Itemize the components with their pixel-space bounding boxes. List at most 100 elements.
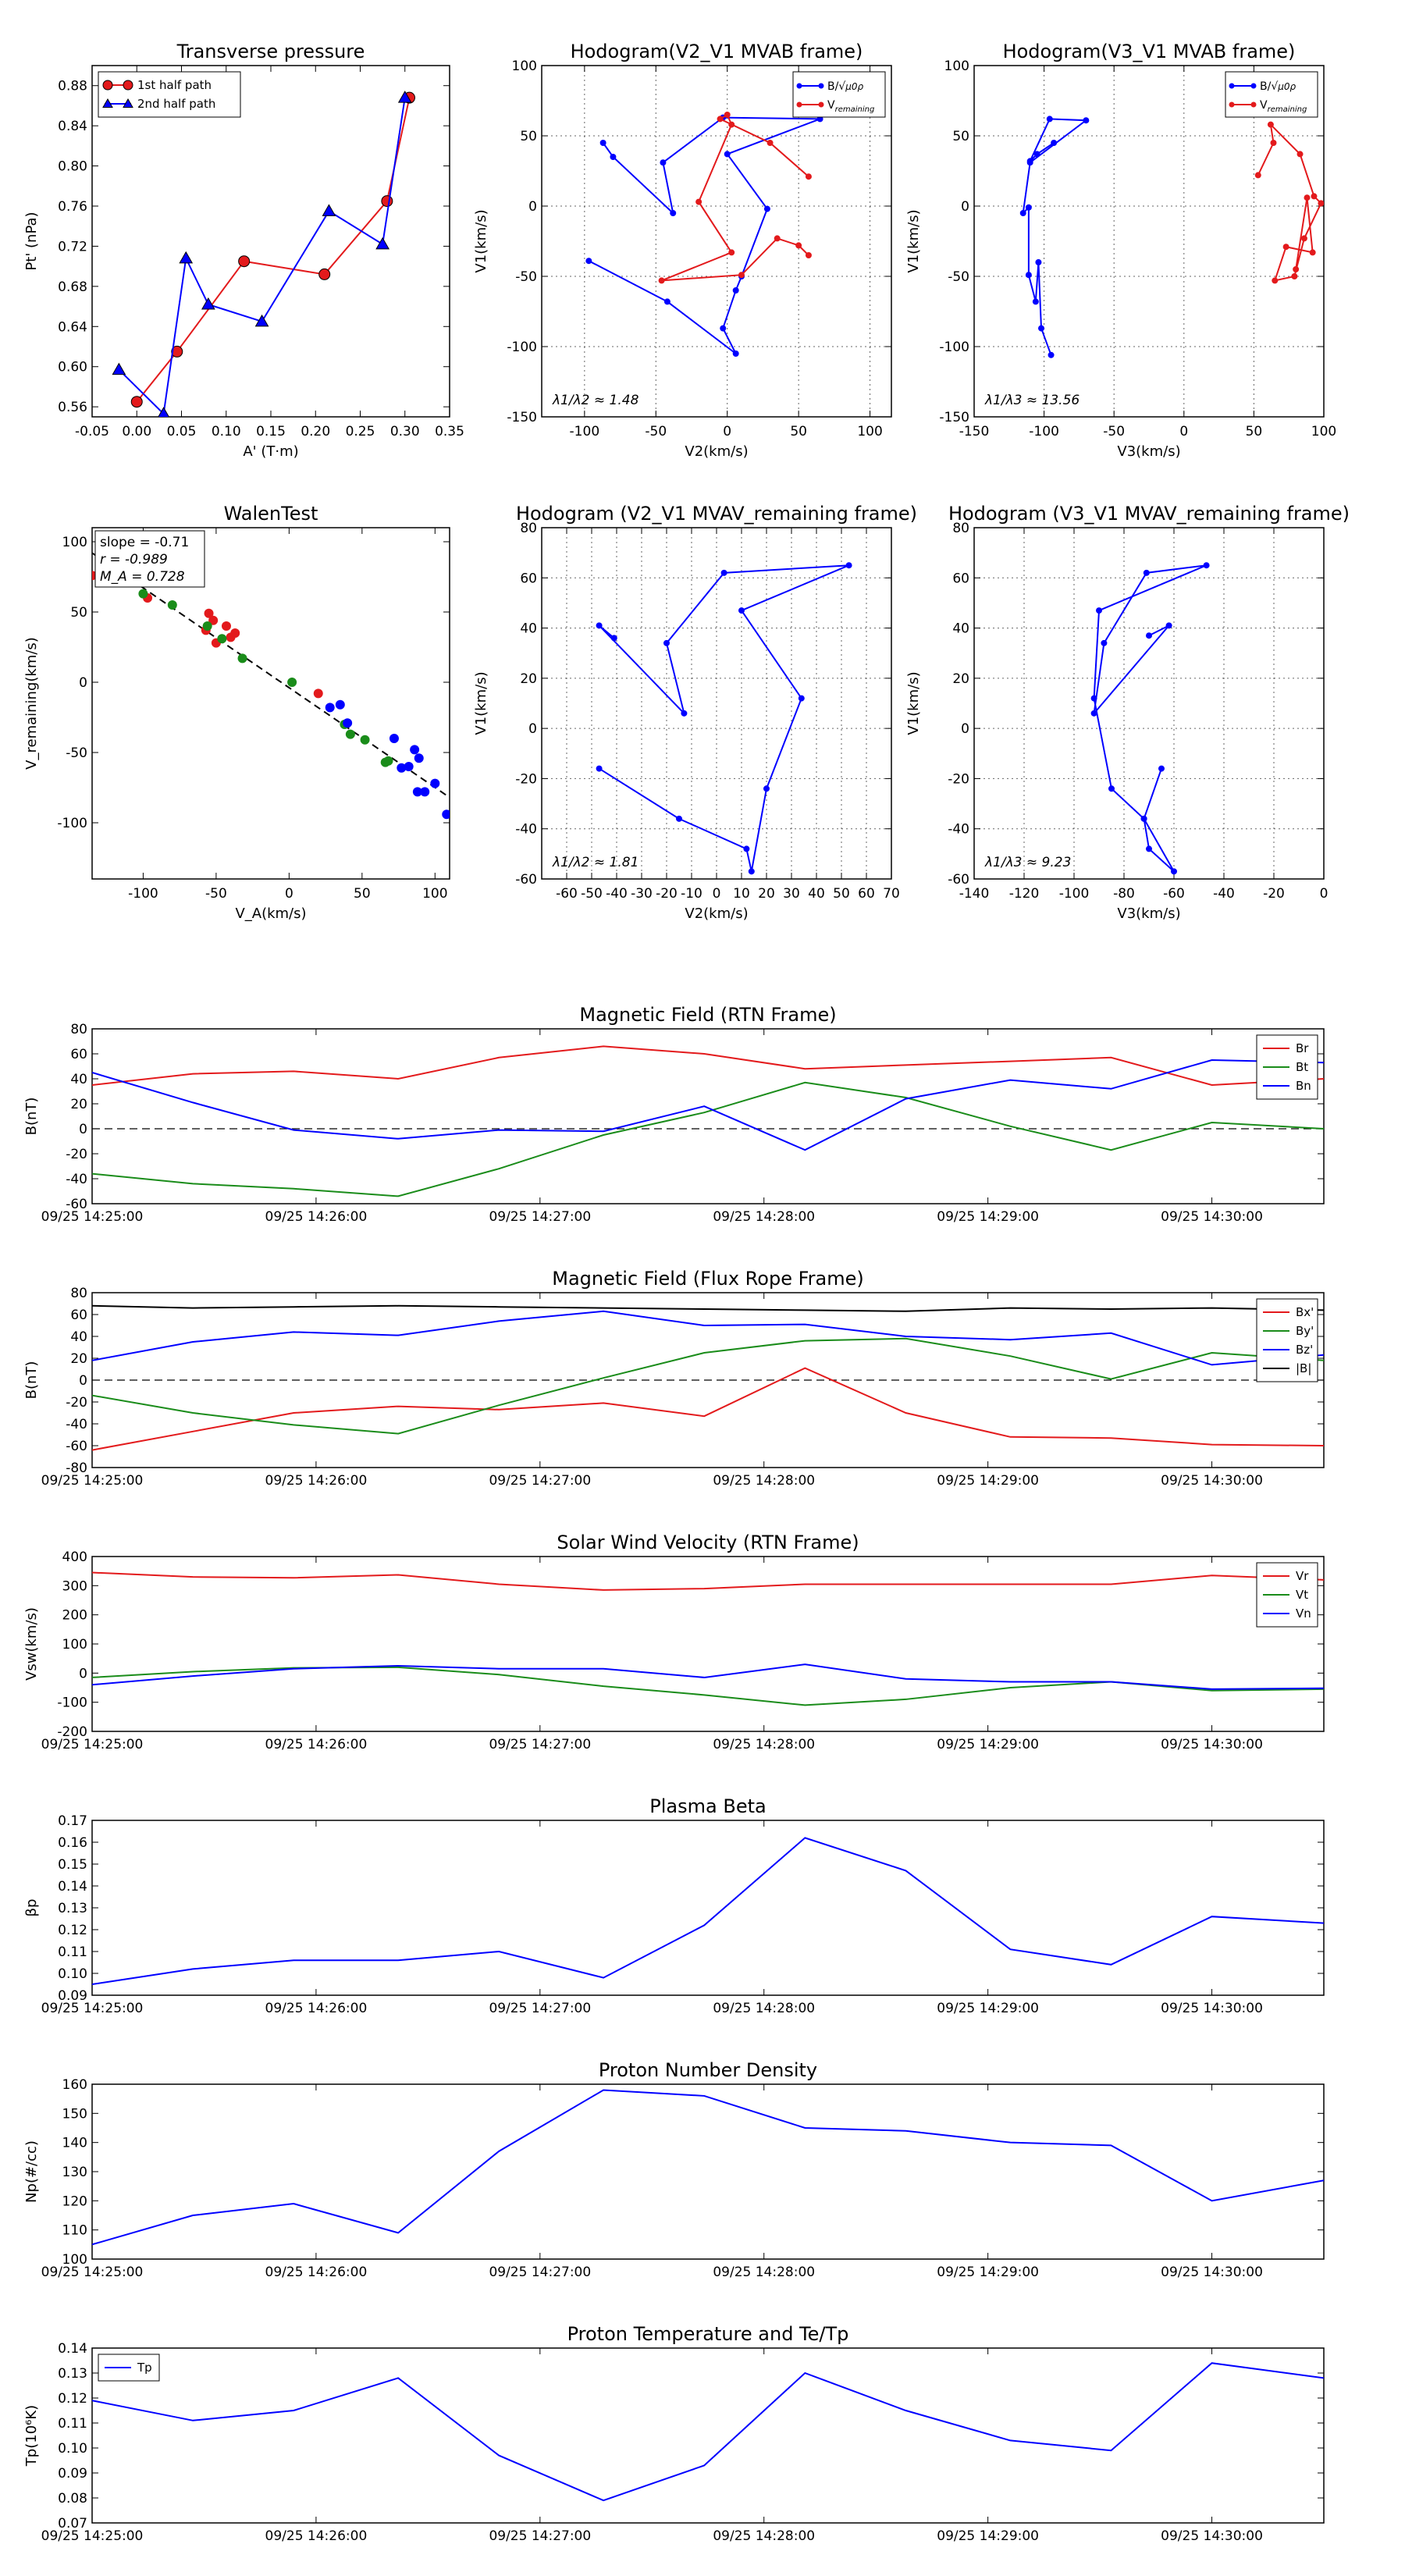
data-point [130, 396, 143, 408]
y-tick-label: 0.12 [58, 2391, 87, 2407]
data-point [442, 809, 450, 820]
data-point [1090, 710, 1097, 717]
y-tick-label: 0.13 [58, 1901, 87, 1916]
data-point [1300, 235, 1307, 242]
y-tick-label: 20 [70, 1097, 87, 1112]
series-V-remaining [1254, 121, 1324, 284]
y-tick-label: 0.07 [58, 2516, 87, 2532]
y-tick-label: 0.10 [58, 2441, 87, 2457]
legend: Bx' By' Bz' |B| [1256, 1298, 1318, 1382]
data-point [610, 154, 617, 160]
x-tick-label: 09/25 14:29:00 [937, 1473, 1039, 1489]
y-tick-label: 140 [62, 2136, 87, 2151]
chart-title: Transverse pressure [176, 41, 365, 62]
y-tick-label: -60 [66, 1439, 87, 1454]
data-point [1090, 695, 1097, 702]
x-tick-label: 09/25 14:28:00 [713, 1737, 815, 1752]
series-line [1022, 118, 1089, 356]
x-tick-label: 0.10 [212, 424, 241, 439]
eigenvalue-ratio-annotation: λ1/λ3 ≈ 13.56 [984, 393, 1080, 408]
plot-area [1019, 116, 1324, 358]
y-tick-label: 0.17 [58, 1813, 87, 1829]
legend-label-sub: remaining [835, 105, 875, 114]
legend-label: Vt [1296, 1588, 1308, 1602]
y-axis-label: Vsw(km/s) [23, 1607, 40, 1681]
x-axis-label: V_A(km/s) [235, 906, 306, 922]
y-tick-label: 0 [528, 721, 537, 737]
x-tick-label: 09/25 14:25:00 [41, 2001, 144, 2016]
x-tick-label: -50 [205, 886, 227, 902]
y-tick-label: 120 [62, 2194, 87, 2209]
chart-title: Proton Temperature and Te/Tp [567, 2323, 849, 2345]
y-tick-label: -40 [66, 1172, 87, 1187]
x-tick-label: 40 [808, 886, 825, 902]
plot-area [92, 2362, 1324, 2502]
data-point [430, 778, 440, 788]
data-point [414, 753, 424, 763]
plot-area [92, 1045, 1324, 1197]
chart-title: WalenTest [224, 503, 318, 525]
y-axis-label: B(nT) [23, 1361, 40, 1400]
x-tick-label: 30 [783, 886, 800, 902]
data-point [599, 140, 606, 146]
data-point [254, 314, 269, 327]
data-point [343, 718, 353, 728]
series-green [138, 589, 393, 767]
y-tick-label: -40 [515, 822, 537, 838]
data-point [585, 258, 592, 265]
legend-box [98, 71, 241, 118]
y-axis-label: V1(km/s) [473, 671, 489, 735]
series-line-Np [92, 2089, 1324, 2246]
x-tick-label: 09/25 14:25:00 [41, 1473, 144, 1489]
data-point [1035, 259, 1042, 265]
data-point [1297, 151, 1304, 158]
x-tick-label: 09/25 14:30:00 [1161, 1209, 1263, 1225]
y-tick-label: -100 [57, 1695, 87, 1711]
y-tick-label: 0 [79, 675, 87, 691]
data-point [1254, 172, 1261, 179]
x-tick-label: 100 [1311, 424, 1336, 439]
data-point [123, 98, 133, 108]
legend-label: 2nd half path [137, 97, 215, 111]
stats-box [94, 530, 205, 588]
x-tick-label: -140 [959, 886, 990, 902]
data-point [208, 615, 219, 625]
data-point [748, 868, 755, 875]
y-tick-label: 60 [70, 1308, 87, 1323]
data-point [1101, 639, 1108, 646]
stats-text: r = -0.989 [100, 552, 168, 568]
data-point [201, 297, 215, 310]
y-tick-label: -40 [948, 822, 969, 838]
axes-frame [91, 527, 450, 880]
data-point [1108, 785, 1115, 792]
chart-title: Magnetic Field (Flux Rope Frame) [552, 1268, 863, 1290]
series-blue [596, 562, 852, 875]
data-point [1291, 273, 1298, 279]
y-tick-label: 300 [62, 1578, 87, 1594]
legend-label: B/√μ0ρ [1260, 80, 1297, 93]
series-line-Bz [92, 1310, 1324, 1366]
axes-frame [91, 1556, 1325, 1732]
axes-frame [91, 1820, 1325, 1996]
x-tick-label: 09/25 14:30:00 [1161, 2265, 1263, 2280]
x-tick-label: 09/25 14:30:00 [1161, 2001, 1263, 2016]
plot-area [596, 562, 852, 875]
y-tick-label: -20 [66, 1147, 87, 1162]
data-point [798, 695, 805, 702]
data-point [1038, 325, 1045, 332]
x-tick-label: 09/25 14:29:00 [937, 2265, 1039, 2280]
x-tick-label: 09/25 14:27:00 [489, 2001, 591, 2016]
x-tick-label: -100 [570, 424, 600, 439]
data-point [158, 407, 169, 417]
y-tick-label: 80 [520, 521, 537, 536]
legend-label: Vn [1296, 1606, 1311, 1621]
y-axis-label: Pt' (nPa) [23, 212, 40, 270]
data-point [335, 699, 345, 710]
x-tick-label: 09/25 14:26:00 [265, 2528, 368, 2544]
chart-proton_number_density: 100 110 120 130 140 150 160 09/25 14:25:00 09/25… [23, 2059, 1325, 2280]
y-tick-label: 50 [520, 129, 537, 144]
plot-area [92, 1837, 1324, 1985]
data-point [345, 729, 355, 739]
x-tick-label: -20 [1263, 886, 1285, 902]
x-tick-label: -50 [645, 424, 667, 439]
